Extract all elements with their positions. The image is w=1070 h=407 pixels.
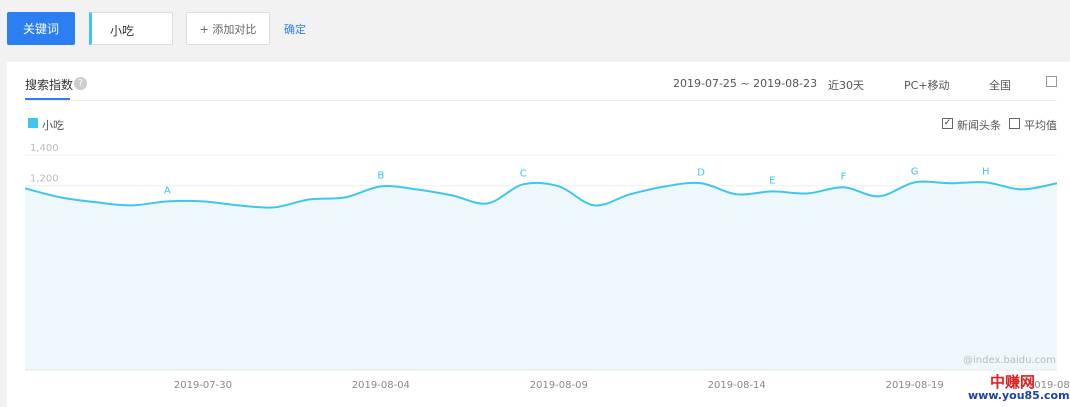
site-mark: 中赚网 bbox=[990, 373, 1036, 391]
date-range: 2019-07-25 ~ 2019-08-23 bbox=[673, 77, 818, 90]
x-tick-label: 2019-07-30 bbox=[174, 380, 232, 391]
x-tick-label: 2019-08-14 bbox=[708, 380, 766, 391]
option-label: 新闻头条 bbox=[957, 119, 1001, 132]
tab[interactable]: 搜索指数 bbox=[25, 78, 74, 92]
checkbox[interactable]: ✓ bbox=[942, 118, 953, 129]
checkbox[interactable] bbox=[1009, 118, 1020, 129]
keyword-button[interactable]: 关键词 bbox=[7, 12, 75, 45]
option-label: 平均值 bbox=[1024, 119, 1057, 132]
export-icon[interactable] bbox=[1046, 76, 1057, 87]
point-label: B bbox=[377, 170, 384, 181]
area bbox=[25, 181, 1057, 370]
help-icon[interactable]: ? bbox=[74, 77, 87, 90]
line bbox=[24, 180, 1058, 209]
confirm[interactable]: 确定 bbox=[284, 23, 306, 36]
add-compare[interactable]: + 添加对比 bbox=[186, 12, 270, 45]
y-tick-label: 1,400 bbox=[30, 143, 59, 154]
tab-underline bbox=[25, 98, 70, 100]
period[interactable]: 近30天 bbox=[828, 79, 864, 92]
x-tick-label: 2019-08-23 bbox=[1028, 380, 1070, 391]
device[interactable]: PC+移动 bbox=[904, 79, 950, 92]
point-label: F bbox=[841, 171, 847, 182]
region[interactable]: 全国 bbox=[989, 79, 1011, 92]
point-label: D bbox=[697, 167, 705, 178]
legend-swatch bbox=[28, 118, 38, 128]
keyword-input[interactable]: 小吃 bbox=[89, 12, 173, 45]
point-label: A bbox=[164, 185, 171, 196]
x-tick-label: 2019-08-19 bbox=[886, 380, 944, 391]
legend-label: 小吃 bbox=[42, 119, 64, 132]
point-label: E bbox=[769, 175, 775, 186]
watermark: @index.baidu.com bbox=[963, 355, 1057, 366]
x-tick-label: 2019-08-04 bbox=[352, 380, 410, 391]
point-label: C bbox=[520, 168, 527, 179]
x-tick-label: 2019-08-09 bbox=[530, 380, 588, 391]
point-label: G bbox=[911, 166, 919, 177]
divider bbox=[25, 100, 1057, 101]
y-tick-label: 1,200 bbox=[30, 174, 59, 185]
point-label: H bbox=[982, 166, 990, 177]
site-url: www.you85.com bbox=[968, 389, 1070, 402]
